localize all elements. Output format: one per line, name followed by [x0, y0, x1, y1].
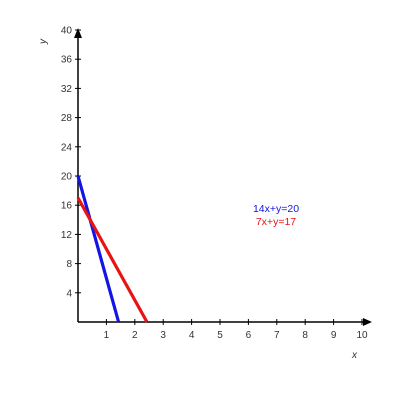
y-tick-label: 16 [61, 201, 73, 212]
axes [74, 28, 372, 326]
legend-entry-2: 7x+y=17 [256, 216, 296, 228]
y-tick-label: 36 [61, 55, 73, 66]
y-tick-label: 32 [61, 84, 73, 95]
y-axis-label: y [38, 38, 49, 45]
series-line-1 [76, 175, 121, 323]
y-tick-label: 8 [66, 259, 72, 270]
y-tick-label: 20 [61, 172, 73, 183]
series-line-2 [76, 197, 149, 323]
legend-entry-1: 14x+y=20 [253, 203, 299, 215]
x-tick-label: 10 [356, 330, 368, 341]
y-tick-label: 40 [61, 26, 73, 37]
x-axis-label: x [351, 350, 358, 361]
y-tick-label: 4 [66, 288, 72, 299]
x-tick-label: 2 [132, 330, 138, 341]
y-tick-label: 24 [61, 142, 73, 153]
x-tick-label: 5 [217, 330, 223, 341]
y-tick-label: 12 [61, 230, 73, 241]
x-tick-label: 6 [246, 330, 252, 341]
series [76, 175, 149, 323]
x-tick-label: 9 [331, 330, 337, 341]
y-tick-label: 28 [61, 113, 73, 124]
y-axis-arrow [74, 28, 82, 38]
x-tick-label: 7 [274, 330, 280, 341]
x-tick-label: 1 [104, 330, 110, 341]
x-tick-label: 8 [302, 330, 308, 341]
x-tick-label: 3 [160, 330, 166, 341]
x-axis-arrow [363, 318, 372, 326]
x-tick-label: 4 [189, 330, 195, 341]
